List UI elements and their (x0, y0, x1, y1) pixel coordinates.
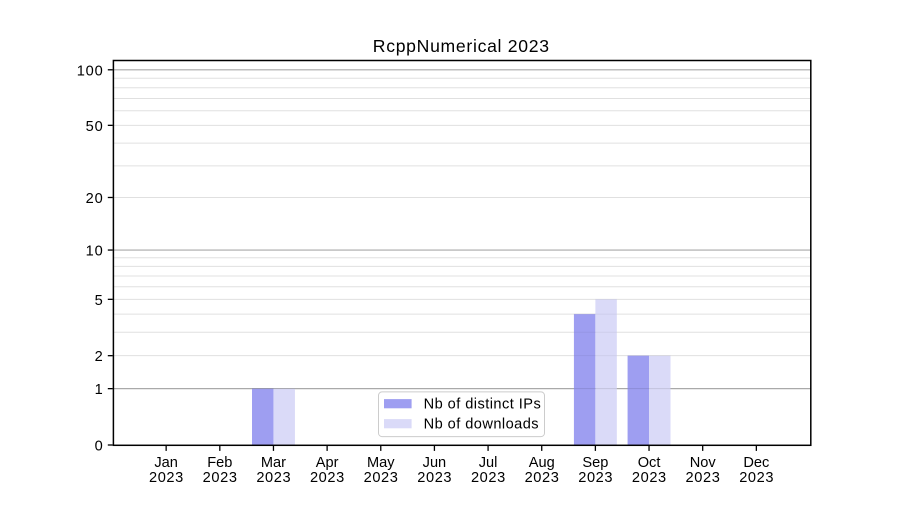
svg-text:2023: 2023 (686, 470, 721, 486)
svg-text:2023: 2023 (578, 470, 613, 486)
svg-text:Jan: Jan (154, 455, 178, 471)
svg-text:2023: 2023 (739, 470, 774, 486)
svg-text:50: 50 (86, 119, 104, 135)
svg-text:Jun: Jun (423, 455, 447, 471)
svg-text:Nb of distinct IPs: Nb of distinct IPs (424, 396, 542, 412)
svg-text:5: 5 (95, 293, 104, 309)
svg-text:Oct: Oct (638, 455, 661, 471)
svg-text:Feb: Feb (207, 455, 232, 471)
svg-text:Aug: Aug (529, 455, 555, 471)
svg-text:1: 1 (95, 382, 104, 398)
svg-text:Dec: Dec (743, 455, 769, 471)
svg-text:Nov: Nov (690, 455, 717, 471)
svg-text:2: 2 (95, 349, 104, 365)
svg-text:2023: 2023 (417, 470, 452, 486)
svg-text:Jul: Jul (479, 455, 498, 471)
svg-text:10: 10 (86, 244, 104, 260)
svg-text:2023: 2023 (149, 470, 184, 486)
svg-text:20: 20 (86, 191, 104, 207)
svg-text:Sep: Sep (582, 455, 608, 471)
svg-text:2023: 2023 (256, 470, 291, 486)
svg-text:Mar: Mar (261, 455, 286, 471)
svg-text:RcppNumerical 2023: RcppNumerical 2023 (373, 36, 550, 56)
svg-text:2023: 2023 (471, 470, 506, 486)
svg-text:2023: 2023 (310, 470, 345, 486)
svg-text:100: 100 (77, 63, 104, 79)
svg-text:Apr: Apr (316, 455, 339, 471)
svg-text:2023: 2023 (364, 470, 399, 486)
svg-text:Nb of downloads: Nb of downloads (424, 416, 539, 432)
svg-text:2023: 2023 (525, 470, 560, 486)
svg-text:May: May (367, 455, 395, 471)
svg-text:2023: 2023 (632, 470, 667, 486)
svg-text:0: 0 (95, 439, 104, 455)
svg-text:2023: 2023 (203, 470, 238, 486)
